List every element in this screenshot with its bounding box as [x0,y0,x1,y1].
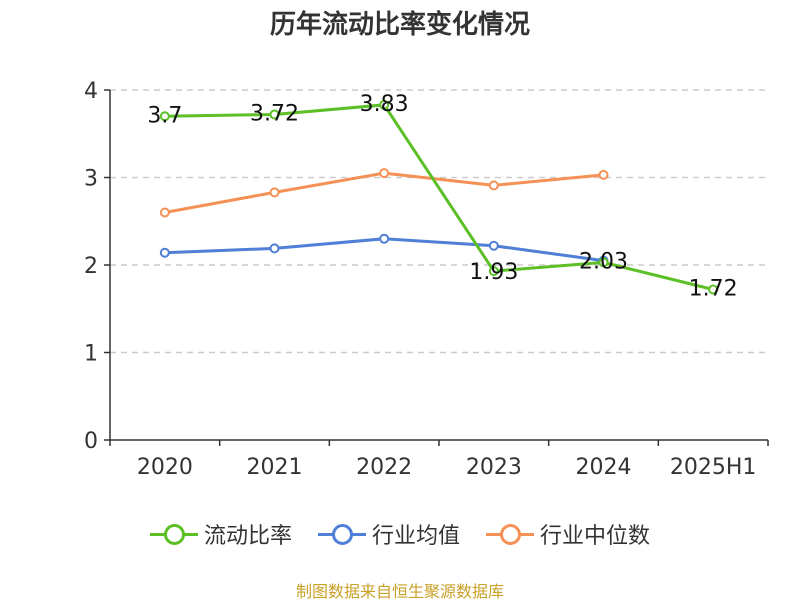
legend-item-industry-mean[interactable]: 行业均值 [317,518,460,550]
y-tick-label: 3 [84,167,98,192]
data-label: 3.83 [360,92,409,117]
data-label: 1.93 [469,260,518,285]
data-point-0-4 [598,257,609,268]
data-label: 2.03 [579,249,628,274]
data-label: 1.72 [689,277,738,302]
y-tick-label: 2 [84,254,98,279]
data-point-2-2 [379,168,390,179]
legend-item-industry-median[interactable]: 行业中位数 [486,518,650,550]
legend-label-industry-median: 行业中位数 [540,524,651,549]
y-tick-label: 1 [84,342,98,367]
data-label: 3.72 [250,102,299,127]
legend-item-current-ratio[interactable]: 流动比率 [149,518,292,550]
data-point-2-4 [598,169,609,180]
x-tick-label: 2024 [576,455,632,480]
grid-lines [110,89,768,354]
data-labels-layer: 3.7 3.72 3.83 1.93 2.03 1.72 [147,92,737,302]
x-tick-label: 2020 [137,455,193,480]
y-tick-label: 0 [84,429,98,454]
y-tick-label: 4 [84,79,98,104]
x-tick-label: 2021 [247,455,303,480]
data-point-2-3 [488,180,499,191]
legend-label-industry-mean: 行业均值 [371,524,460,549]
data-point-0-3 [488,266,499,277]
data-point-2-1 [269,187,280,198]
data-point-1-0 [159,247,170,258]
legend-marker-industry-mean [317,524,366,545]
source-note: 制图数据来自恒生聚源数据库 [295,582,504,601]
legend-marker-industry-median [486,524,534,545]
x-tick-label: 2022 [356,455,412,480]
x-tick-label: 2025H1 [670,455,757,480]
series-2 [159,168,609,218]
chart-title: 历年流动比率变化情况 [269,10,530,40]
x-tick-label: 2023 [466,455,522,480]
data-point-2-0 [159,207,170,218]
data-point-0-0 [159,111,170,122]
data-point-0-5 [708,284,719,295]
data-point-0-1 [269,109,280,120]
data-point-1-1 [269,243,280,254]
data-point-1-3 [488,240,499,251]
series-line-2 [164,171,604,214]
series-line-0 [164,103,714,291]
data-point-0-2 [379,99,390,110]
series-0 [159,99,719,295]
data-label: 3.7 [147,103,182,128]
series-layer [159,99,719,295]
series-1 [159,233,609,266]
axes: 0 1 2 3 4 2020 2021 2022 2023 2024 2025H1 [84,79,769,480]
legend-label-current-ratio: 流动比率 [203,524,292,549]
data-point-1-2 [379,233,390,244]
legend-marker-current-ratio [149,524,198,545]
legend: 流动比率 行业均值 行业中位数 [0,518,800,550]
